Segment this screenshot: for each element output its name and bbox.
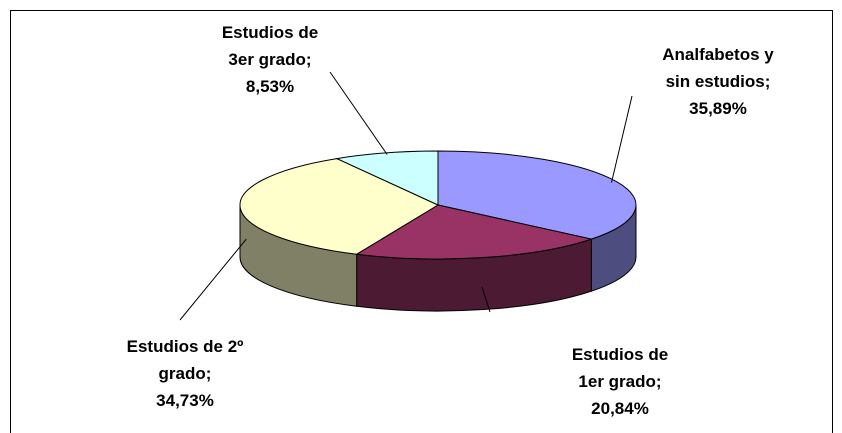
value-label: 8,53%	[246, 77, 294, 96]
slice-label: Estudios de 1er grado;	[572, 345, 668, 391]
value-label: 35,89%	[689, 99, 747, 118]
value-label: 20,84%	[591, 399, 649, 418]
slice	[355, 204, 594, 260]
slice-label: Analfabetos y sin estudios;	[662, 45, 774, 91]
slice-label: Estudios de 3er grado;	[222, 23, 318, 69]
leader-line	[611, 95, 633, 183]
slice	[437, 150, 637, 240]
slice-label: Estudios de 2º grado;	[127, 337, 244, 383]
leader-line	[481, 287, 491, 313]
value-label: 34,73%	[156, 391, 214, 410]
leader-line	[179, 238, 247, 321]
leader-line	[329, 71, 388, 155]
